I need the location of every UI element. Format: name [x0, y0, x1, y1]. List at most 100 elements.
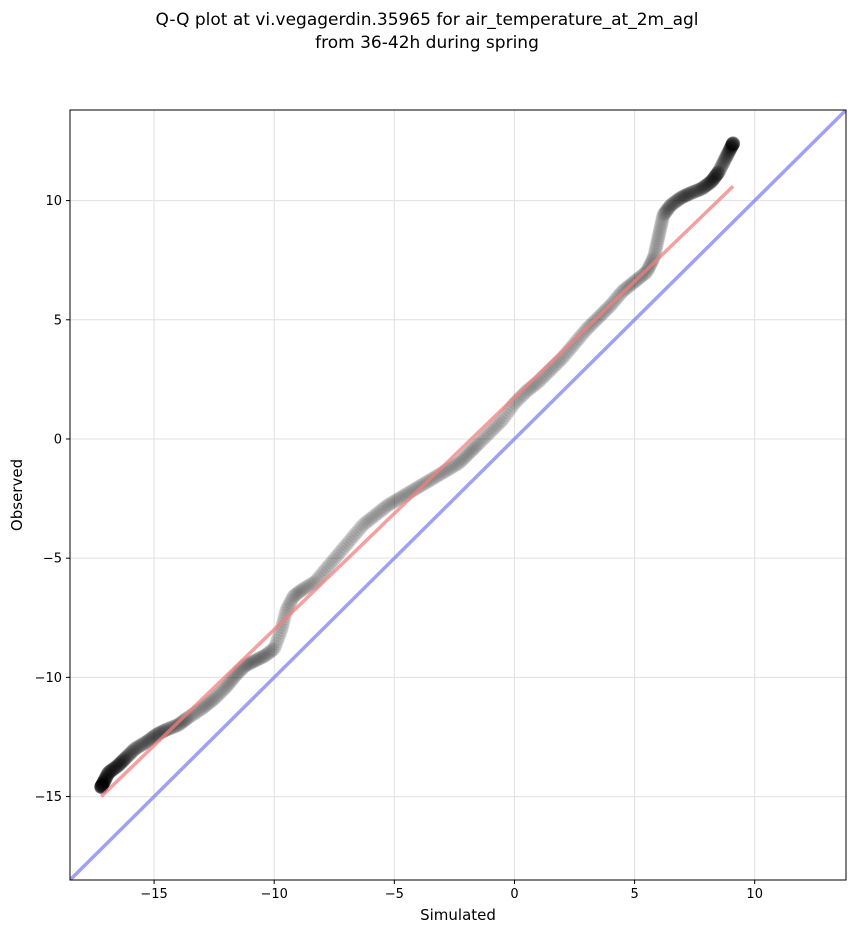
qq-point	[452, 455, 467, 470]
qq-point	[329, 548, 344, 563]
qq-point	[648, 245, 663, 260]
qq-point	[114, 755, 129, 770]
qq-point	[125, 744, 140, 759]
qq-point	[104, 763, 119, 778]
qq-point	[465, 442, 480, 457]
qq-point	[386, 495, 401, 510]
qq-point	[120, 749, 135, 764]
qq-point	[270, 633, 285, 648]
qq-point	[248, 653, 263, 668]
qq-point	[684, 185, 699, 200]
qq-point	[725, 136, 740, 151]
qq-point	[670, 192, 685, 207]
qq-point	[693, 182, 708, 197]
qq-point	[720, 147, 735, 162]
qq-point	[725, 137, 740, 152]
qq-point	[387, 494, 402, 509]
qq-point	[476, 431, 491, 446]
qq-point	[100, 767, 115, 782]
qq-point	[211, 687, 226, 702]
qq-point	[115, 754, 130, 769]
qq-point	[324, 555, 339, 570]
qq-point	[707, 170, 722, 185]
qq-point	[710, 166, 725, 181]
qq-point	[717, 153, 732, 168]
qq-point	[94, 778, 109, 793]
qq-point	[691, 182, 706, 197]
qq-point	[285, 590, 300, 605]
qq-point	[374, 502, 389, 517]
qq-point	[389, 492, 404, 507]
qq-point	[142, 732, 157, 747]
qq-point	[700, 177, 715, 192]
qq-point	[117, 751, 132, 766]
qq-point	[710, 167, 725, 182]
qq-point	[97, 774, 112, 789]
qq-point	[663, 198, 678, 213]
qq-point	[121, 747, 136, 762]
qq-point	[197, 699, 212, 714]
qq-point	[300, 579, 315, 594]
qq-point	[721, 145, 736, 160]
qq-point	[223, 675, 238, 690]
qq-point	[469, 438, 484, 453]
qq-point	[706, 171, 721, 186]
qq-point	[112, 756, 127, 771]
qq-point	[275, 617, 290, 632]
qq-point	[464, 444, 479, 459]
qq-point	[97, 773, 112, 788]
qq-point	[723, 141, 738, 156]
qq-point	[137, 736, 152, 751]
y-axis-ticks: −15 −10 −5 0 5 10	[35, 194, 70, 805]
qq-point	[688, 184, 703, 199]
qq-point	[96, 775, 111, 790]
qq-point	[456, 451, 471, 466]
qq-point	[705, 173, 720, 188]
qq-point	[258, 647, 273, 662]
qq-point	[677, 189, 692, 204]
qq-point	[94, 779, 109, 794]
qq-point	[724, 139, 739, 154]
qq-point	[219, 679, 234, 694]
qq-point	[681, 187, 696, 202]
qq-point	[283, 595, 298, 610]
qq-point	[656, 208, 671, 223]
qq-point	[331, 546, 346, 561]
qq-point	[706, 172, 721, 187]
qq-point	[708, 169, 723, 184]
qq-point	[115, 754, 130, 769]
qq-point	[322, 557, 337, 572]
qq-point	[725, 136, 740, 151]
qq-point	[725, 137, 740, 152]
qq-point	[113, 755, 128, 770]
qq-point	[720, 148, 735, 163]
qq-point	[204, 693, 219, 708]
qq-point	[704, 174, 719, 189]
qq-point	[716, 154, 731, 169]
qq-point	[657, 206, 672, 221]
qq-point	[108, 760, 123, 775]
qq-point	[268, 639, 283, 654]
qq-point	[128, 741, 143, 756]
qq-point	[679, 188, 694, 203]
qq-point	[651, 228, 666, 243]
qq-point	[652, 226, 667, 241]
qq-point	[113, 756, 128, 771]
qq-point	[498, 408, 513, 423]
identity-line-group	[70, 110, 846, 880]
qq-point	[486, 422, 501, 437]
qq-point	[446, 459, 461, 474]
chart-title-line-2: from 36-42h during spring	[315, 33, 539, 53]
qq-point	[114, 755, 129, 770]
qq-point	[282, 597, 297, 612]
qq-point	[480, 427, 495, 442]
qq-point	[117, 752, 132, 767]
qq-point	[650, 233, 665, 248]
qq-point	[718, 150, 733, 165]
qq-point	[491, 416, 506, 431]
qq-point	[177, 712, 192, 727]
qq-point	[725, 136, 740, 151]
qq-point	[95, 778, 110, 793]
qq-point	[354, 520, 369, 535]
qq-point	[671, 192, 686, 207]
